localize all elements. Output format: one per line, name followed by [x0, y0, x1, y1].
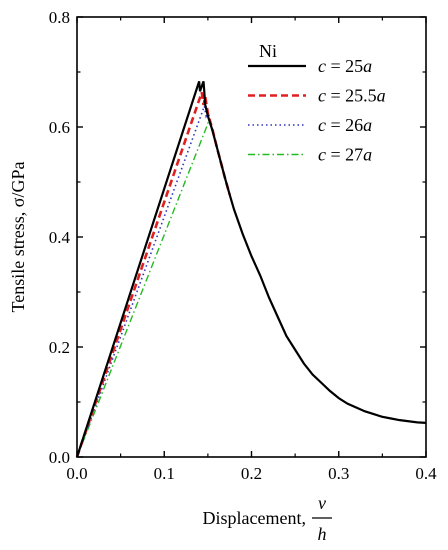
axis-ticks: 0.0 0.1 0.2 0.3 0.4 0.0 0.2 0.4 0.6 0.8 [49, 8, 437, 483]
legend-label-unit: a [363, 56, 372, 76]
series-line-3 [76, 103, 231, 458]
legend-label-eq: = 25 [326, 56, 363, 76]
series-line-1 [75, 80, 427, 458]
y-tick-label: 0.8 [49, 8, 70, 27]
x-tick-label: 0.1 [154, 464, 175, 483]
legend-label: c = 27a [318, 145, 372, 165]
legend-label: c = 25.5a [318, 86, 386, 106]
y-tick-label: 0.6 [49, 118, 70, 137]
x-tick-label: 0.3 [328, 464, 349, 483]
legend-label-eq: = 26 [326, 115, 363, 135]
legend-label-unit: a [363, 115, 372, 135]
series-line-2 [75, 91, 231, 458]
x-tick-label: 0.4 [415, 464, 437, 483]
y-axis-label: Tensile stress, σ/GPa [8, 162, 28, 313]
legend-label-eq: = 25.5 [326, 86, 377, 106]
series-lines [75, 80, 427, 458]
y-tick-label: 0.0 [49, 448, 70, 467]
y-tick-label: 0.2 [49, 338, 70, 357]
legend-label: c = 25a [318, 56, 372, 76]
y-tick-label: 0.4 [49, 228, 71, 247]
legend-title: Ni [259, 41, 277, 61]
legend-label-eq: = 27 [326, 145, 363, 165]
legend-label-unit: a [377, 86, 386, 106]
x-axis-label-text: Displacement, [203, 508, 306, 528]
legend-label-var: c [318, 56, 326, 76]
legend-label-unit: a [363, 145, 372, 165]
x-tick-label: 0.0 [66, 464, 87, 483]
legend-label: c = 26a [318, 115, 372, 135]
series-line-4 [76, 118, 231, 458]
x-axis-label: Displacement, v h [203, 493, 332, 544]
legend-label-var: c [318, 145, 326, 165]
plot-frame [76, 16, 427, 458]
x-axis-label-denominator: h [318, 524, 327, 544]
x-axis-label-numerator: v [318, 493, 326, 513]
legend-label-var: c [318, 115, 326, 135]
x-tick-label: 0.2 [241, 464, 262, 483]
legend-label-var: c [318, 86, 326, 106]
